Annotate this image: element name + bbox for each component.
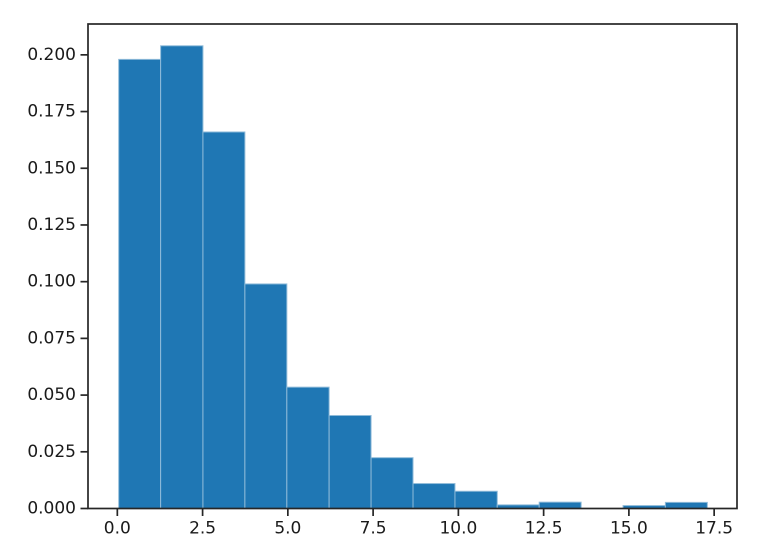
y-tick-label: 0.000	[27, 499, 76, 519]
histogram-bar	[664, 501, 708, 510]
x-tick-label: 17.5	[695, 519, 733, 539]
x-tick-label: 0.0	[104, 519, 131, 539]
histogram-bar	[286, 386, 330, 509]
y-tick-label: 0.025	[27, 442, 76, 462]
x-tick-label: 7.5	[360, 519, 387, 539]
histogram-bar	[244, 283, 288, 509]
y-tick-label: 0.125	[27, 215, 76, 235]
histogram-bar	[202, 131, 246, 509]
histogram-bar	[538, 501, 582, 509]
x-tick-label: 15.0	[610, 519, 648, 539]
histogram-bar	[370, 457, 414, 510]
y-tick-label: 0.175	[27, 102, 76, 122]
x-tick-label: 2.5	[189, 519, 216, 539]
histogram-bar	[454, 490, 498, 510]
axes-frame	[87, 23, 738, 510]
y-tick-label: 0.200	[27, 45, 76, 65]
x-tick-label: 10.0	[439, 519, 477, 539]
histogram-bar	[412, 483, 456, 509]
y-tick-label: 0.075	[27, 328, 76, 348]
y-tick-label: 0.050	[27, 385, 76, 405]
histogram-bar	[328, 415, 372, 509]
x-tick-label: 12.5	[525, 519, 563, 539]
histogram-bar	[118, 58, 162, 509]
histogram-bar	[160, 45, 204, 509]
y-tick-label: 0.100	[27, 272, 76, 292]
y-tick-label: 0.150	[27, 158, 76, 178]
x-tick-label: 5.0	[274, 519, 301, 539]
